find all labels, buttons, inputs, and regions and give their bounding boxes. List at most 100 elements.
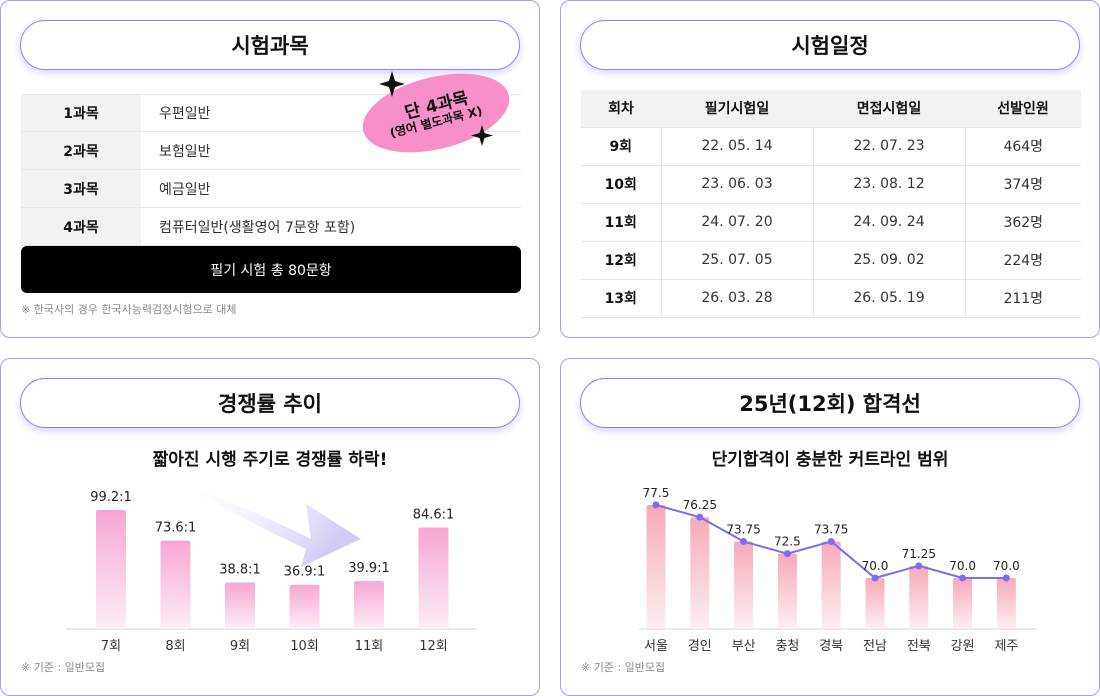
subject-label: 3과목: [21, 170, 141, 207]
subject-value: 우편일반: [159, 106, 211, 122]
column-header: 필기시험일: [661, 90, 813, 127]
data-point: [915, 562, 923, 570]
data-point: [696, 513, 704, 521]
sparkle-icon: [471, 125, 493, 146]
data-label: 38.8:1: [219, 562, 261, 577]
subject-label: 2과목: [21, 132, 141, 169]
table-row: 9회 22. 05. 14 22. 07. 23 464명: [581, 126, 1081, 165]
subject-label: 1과목: [21, 95, 141, 131]
tick-label: 충청: [775, 639, 799, 654]
table-cell: 26. 03. 28: [660, 278, 813, 318]
table-row: 10회 23. 06. 03 23. 08. 12 374명: [581, 164, 1081, 203]
table-cell: 23. 08. 12: [812, 164, 965, 203]
data-label: 39.9:1: [348, 561, 390, 576]
competition-subtitle: 짧아진 시행 주기로 경쟁률 하락!: [152, 450, 388, 470]
footnote: ※ 기준 : 일반모집: [581, 661, 666, 674]
data-point: [783, 550, 791, 558]
table-row: 11회 24. 07. 20 24. 09. 24 362명: [581, 202, 1081, 241]
data-point: [1002, 574, 1010, 582]
subject-value: 컴퓨터일반(생활영어 7문항 포함): [159, 219, 356, 236]
table-cell: 211명: [964, 278, 1081, 318]
table-cell: 362명: [964, 202, 1081, 241]
tick-label: 11회: [355, 639, 384, 654]
data-label: 70.0: [949, 559, 976, 573]
bar: [225, 582, 255, 629]
bar: [953, 578, 973, 629]
table-cell: 26. 05. 19: [812, 278, 965, 318]
data-label: 76.25: [683, 498, 717, 512]
data-label: 73.75: [814, 523, 848, 537]
tick-label: 12회: [419, 639, 448, 654]
bar: [160, 540, 191, 629]
table-cell: 464명: [964, 126, 1081, 165]
column-header: 면접시험일: [813, 90, 965, 127]
bar: [734, 541, 754, 629]
subject-value: 보험일반: [159, 143, 211, 160]
tick-label: 서울: [644, 639, 668, 654]
bar: [777, 553, 797, 629]
bar: [996, 578, 1016, 629]
subjects-card: 시험과목 1과목 우편일반 2과목 보험일반 3과목 예금일반 4과목 컴퓨터일…: [0, 0, 540, 338]
table-cell: 22. 05. 14: [660, 126, 813, 165]
tick-label: 부산: [732, 639, 756, 654]
tick-label: 제주: [994, 639, 1018, 654]
table-cell: 25. 09. 02: [812, 240, 965, 279]
data-label: 70.0: [862, 559, 889, 573]
column-header: 회차: [581, 90, 661, 127]
table-cell: 24. 07. 20: [660, 202, 813, 241]
competition-chart: 99.2:1 7회 73.6:1 8회 38.8:1 9회 36.9:1 10회 39.9:1 1…: [66, 477, 476, 654]
table-row: 4과목 컴퓨터일반(생활영어 7문항 포함): [21, 208, 521, 246]
bar: [690, 517, 710, 629]
table-cell: 10회: [581, 164, 661, 203]
table-row: 2과목 보험일반: [21, 132, 521, 170]
footnote: ※ 한국사의 경우 한국사능력검정시험으로 대체: [21, 303, 237, 316]
tick-label: 경인: [688, 639, 712, 654]
passline-title: 25년(12회) 합격선: [580, 378, 1080, 428]
subjects-table: 1과목 우편일반 2과목 보험일반 3과목 예금일반 4과목 컴퓨터일반(생활영…: [21, 94, 521, 246]
footnote: ※ 기준 : 일반모집: [21, 661, 106, 674]
tick-label: 전남: [863, 639, 887, 654]
column-header: 선발인원: [965, 90, 1081, 127]
table-cell: 13회: [581, 278, 661, 318]
table-cell: 9회: [581, 126, 661, 165]
table-cell: 374명: [964, 164, 1081, 203]
passline-subtitle: 단기합격이 충분한 커트라인 범위: [711, 450, 949, 470]
bar: [865, 578, 885, 629]
tick-label: 7회: [101, 639, 121, 654]
data-label: 84.6:1: [413, 507, 455, 522]
data-point: [827, 538, 835, 545]
schedule-table: 회차 필기시험일 면접시험일 선발인원 9회 22. 05. 14 22. 07…: [581, 90, 1081, 318]
subject-value: 예금일반: [159, 181, 211, 198]
data-label: 36.9:1: [284, 565, 326, 580]
subjects-title: 시험과목: [20, 20, 520, 70]
data-label: 77.5: [643, 486, 670, 500]
tick-label: 전북: [907, 639, 931, 654]
competition-title: 경쟁률 추이: [20, 378, 520, 428]
passline-card: 25년(12회) 합격선 단기합격이 충분한 커트라인 범위 서울 경인 부산 충청 경…: [560, 358, 1100, 696]
bar: [646, 505, 666, 629]
bar: [418, 527, 449, 629]
table-cell: 23. 06. 03: [660, 164, 813, 203]
passline-chart: 서울 경인 부산 충청 경북 전남 전북 강원 제주 77.5 76.25 73.75 72.5 73.7…: [639, 486, 1036, 654]
subject-label: 4과목: [21, 208, 141, 245]
table-cell: 12회: [581, 240, 661, 279]
data-label: 71.25: [902, 547, 936, 561]
table-row: 3과목 예금일반: [21, 170, 521, 208]
data-label: 73.75: [726, 523, 760, 537]
table-cell: 22. 07. 23: [812, 126, 965, 165]
trend-arrow-icon: [169, 477, 361, 567]
data-point: [959, 574, 967, 582]
tick-label: 10회: [290, 639, 319, 654]
data-label: 70.0: [993, 559, 1020, 573]
competition-card: 경쟁률 추이 짧아진 시행 주기로 경쟁률 하락! 99.2:1 7회 73.6:1…: [0, 358, 540, 696]
schedule-card: 시험일정 회차 필기시험일 면접시험일 선발인원 9회 22. 05. 14 2…: [560, 0, 1100, 338]
table-cell: 24. 09. 24: [812, 202, 965, 241]
bar: [909, 565, 929, 629]
badge-shape: [362, 71, 510, 153]
bar: [289, 584, 320, 629]
data-label: 99.2:1: [90, 490, 132, 505]
tick-label: 9회: [230, 639, 250, 654]
data-label: 73.6:1: [155, 521, 197, 536]
table-row: 12회 25. 07. 05 25. 09. 02 224명: [581, 240, 1081, 279]
total-questions-bar: 필기 시험 총 80문항: [21, 246, 521, 293]
